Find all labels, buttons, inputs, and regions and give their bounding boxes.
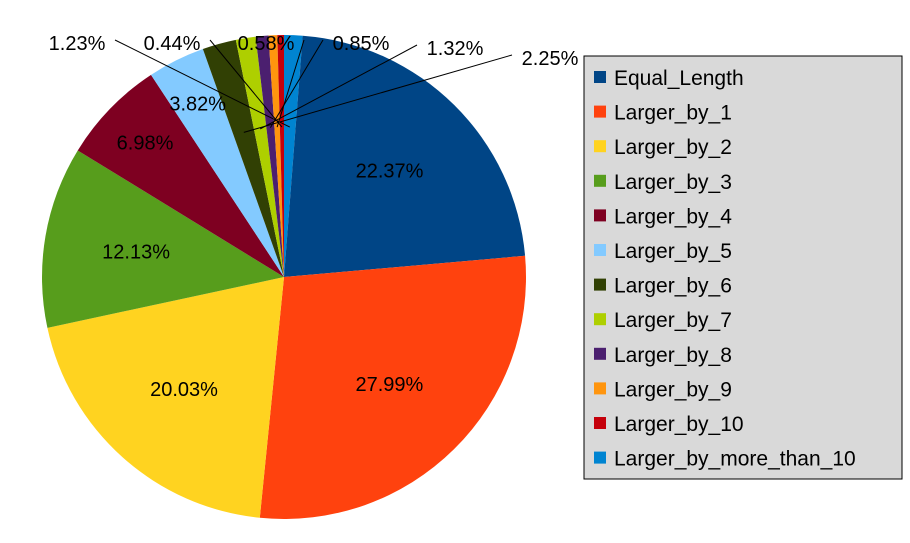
legend-swatch-larger-by-9: [594, 382, 606, 395]
slice-larger-by-8: [255, 35, 284, 277]
data-label-larger-by-7: 1.32%: [427, 38, 484, 60]
data-label-larger-by-8: 0.85%: [333, 33, 390, 55]
slice-larger-by-5: [151, 49, 284, 277]
leader-lines: [114, 39, 513, 133]
slice-larger-by-4: [77, 74, 284, 277]
slice-larger-by-2: [47, 277, 284, 518]
legend-label-larger-by-3: Larger_by_3: [614, 171, 732, 194]
legend-swatch-larger-by-more-than-10: [594, 451, 606, 464]
data-label-larger-by-5: 3.82%: [169, 94, 226, 116]
slice-larger-by-6: [202, 39, 284, 277]
legend-label-larger-by-6: Larger_by_6: [614, 275, 732, 298]
pie-slices: [41, 34, 527, 520]
leader-line-larger-by-8: [269, 39, 324, 128]
legend-swatch-larger-by-4: [594, 209, 606, 222]
slice-larger-by-1: [259, 255, 527, 520]
data-label-larger-by-9: 0.58%: [238, 33, 295, 55]
legend-label-larger-by-9: Larger_by_9: [614, 378, 732, 401]
legend-swatch-larger-by-5: [594, 244, 606, 256]
legend-label-larger-by-more-than-10: Larger_by_more_than_10: [614, 448, 856, 471]
legend-label-larger-by-2: Larger_by_2: [614, 136, 732, 159]
legend-swatch-equal-length: [594, 71, 606, 83]
legend-label-larger-by-4: Larger_by_4: [614, 205, 732, 228]
data-label-larger-by-more-than-10: 1.23%: [49, 33, 106, 55]
slice-larger-by-3: [41, 150, 284, 328]
legend-box: [583, 55, 903, 480]
data-label-larger-by-6: 2.25%: [522, 48, 579, 70]
data-label-larger-by-10: 0.44%: [144, 33, 201, 55]
leader-line-larger-by-6: [243, 54, 513, 133]
legend-swatch-larger-by-1: [594, 105, 606, 118]
slice-equal-length: [284, 35, 526, 277]
legend-swatch-larger-by-3: [594, 174, 606, 187]
data-label-larger-by-1: 27.99%: [355, 374, 423, 396]
legend-label-larger-by-1: Larger_by_1: [614, 102, 732, 125]
legend-label-larger-by-10: Larger_by_10: [614, 413, 744, 436]
slice-larger-by-7: [235, 36, 284, 277]
leader-line-larger-by-10: [209, 39, 283, 128]
legend-swatch-larger-by-8: [594, 347, 606, 360]
data-label-larger-by-3: 12.13%: [102, 242, 170, 264]
leader-line-larger-by-more-than-10: [114, 39, 291, 128]
legend-swatch-larger-by-2: [594, 140, 606, 153]
legend-label-equal-length: Equal_Length: [614, 67, 744, 90]
data-labels: 1.23% 22.37% 27.99% 20.03% 12.13% 6.98% 3.82% 2…: [49, 33, 579, 401]
legend-label-larger-by-8: Larger_by_8: [614, 344, 732, 367]
leader-line-larger-by-9: [276, 39, 305, 128]
legend: Equal_Length Larger_by_1 Larger_by_2 Larger…: [583, 55, 903, 480]
slice-larger-by-10: [277, 34, 284, 277]
legend-label-larger-by-7: Larger_by_7: [614, 309, 732, 332]
slice-larger-by-9: [268, 35, 284, 278]
data-label-equal-length: 22.37%: [356, 160, 424, 182]
legend-swatch-larger-by-6: [594, 278, 606, 291]
leader-line-larger-by-7: [259, 44, 418, 130]
legend-swatch-larger-by-10: [594, 417, 606, 429]
slice-larger-by-more-than-10: [284, 35, 303, 277]
data-label-larger-by-2: 20.03%: [150, 379, 218, 401]
legend-swatch-larger-by-7: [594, 313, 606, 326]
legend-label-larger-by-5: Larger_by_5: [614, 240, 732, 263]
data-label-larger-by-4: 6.98%: [117, 132, 174, 154]
